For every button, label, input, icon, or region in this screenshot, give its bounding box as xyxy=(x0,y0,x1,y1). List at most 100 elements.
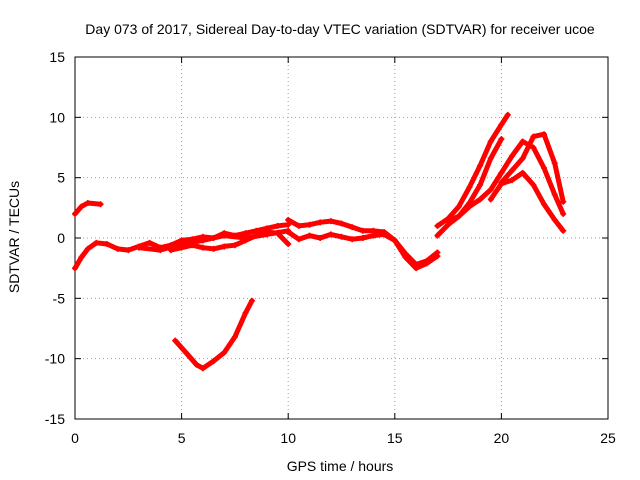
x-tick-label: 0 xyxy=(71,430,79,446)
data-point xyxy=(72,265,78,272)
data-point xyxy=(434,222,441,229)
data-point xyxy=(551,216,558,223)
data-point xyxy=(541,131,548,138)
data-point xyxy=(455,203,462,210)
data-point xyxy=(178,241,185,248)
data-point xyxy=(498,136,505,143)
data-point xyxy=(423,260,430,267)
y-tick-label: 10 xyxy=(49,109,65,125)
data-point xyxy=(231,242,238,249)
data-point xyxy=(434,253,441,260)
data-point xyxy=(370,232,377,239)
data-point xyxy=(84,245,91,252)
series-arc-g xyxy=(285,228,441,272)
data-point xyxy=(135,244,142,251)
data-point xyxy=(248,297,255,304)
data-point xyxy=(327,218,334,225)
data-point xyxy=(199,365,206,372)
data-point xyxy=(560,198,567,205)
y-tick-label: 0 xyxy=(57,230,65,246)
data-point xyxy=(317,235,324,241)
data-point xyxy=(338,220,345,227)
data-point xyxy=(193,361,200,368)
data-point xyxy=(285,216,292,223)
series-line xyxy=(72,200,104,217)
data-point xyxy=(498,180,505,187)
series-line xyxy=(136,228,291,253)
data-point xyxy=(125,247,132,254)
data-point xyxy=(498,169,505,176)
data-point xyxy=(210,245,217,252)
data-point xyxy=(114,245,121,252)
data-point xyxy=(498,121,505,128)
data-point xyxy=(560,210,567,217)
chart-title: Day 073 of 2017, Sidereal Day-to-day VTE… xyxy=(85,21,595,37)
data-point xyxy=(477,181,484,188)
data-point xyxy=(242,235,249,241)
data-point xyxy=(391,237,398,244)
y-tick-label: 5 xyxy=(57,170,65,186)
data-point xyxy=(487,155,494,162)
x-tick-label: 20 xyxy=(494,430,510,446)
data-point xyxy=(306,221,313,228)
data-point xyxy=(359,227,366,234)
data-point xyxy=(97,201,104,208)
series-line xyxy=(445,139,566,224)
data-point xyxy=(530,144,537,151)
data-point xyxy=(78,203,85,210)
data-point xyxy=(78,254,85,261)
series-arc-e xyxy=(172,297,255,372)
grid xyxy=(75,57,608,419)
data-point xyxy=(274,222,281,229)
series-arc-j xyxy=(445,138,567,225)
series-group xyxy=(72,111,567,372)
data-point xyxy=(445,218,452,225)
series-arc-l xyxy=(487,169,567,234)
data-point xyxy=(455,213,462,220)
data-point xyxy=(509,167,516,174)
series-arc-k xyxy=(498,131,567,205)
data-point xyxy=(402,254,409,261)
x-axis-label: GPS time / hours xyxy=(287,458,394,474)
data-point xyxy=(84,200,91,207)
y-tick-label: -5 xyxy=(53,290,66,306)
x-tick-label: 25 xyxy=(600,430,616,446)
data-point xyxy=(519,138,526,145)
data-point xyxy=(509,177,516,184)
data-point xyxy=(519,169,526,176)
data-point xyxy=(285,241,292,248)
data-point xyxy=(560,227,567,234)
ticks: 0 5 10 15 20 25 -15 -10 -5 0 5 10 15 xyxy=(45,49,616,446)
data-point xyxy=(172,337,179,344)
data-point xyxy=(327,231,334,238)
data-point xyxy=(504,111,511,118)
data-point xyxy=(413,265,420,272)
y-tick-label: -10 xyxy=(45,351,65,367)
y-axis-label: SDTVAR / TECUs xyxy=(6,181,22,293)
x-tick-label: 5 xyxy=(178,430,186,446)
data-point xyxy=(295,236,302,243)
data-point xyxy=(242,309,249,316)
data-point xyxy=(509,152,516,159)
data-point xyxy=(381,231,388,238)
data-point xyxy=(285,228,292,235)
data-point xyxy=(146,239,153,246)
series-arc-f xyxy=(285,216,441,268)
data-point xyxy=(434,232,441,239)
data-point xyxy=(530,133,537,140)
data-point xyxy=(93,239,100,246)
data-point xyxy=(551,191,558,198)
y-tick-label: 15 xyxy=(49,49,65,65)
data-point xyxy=(477,196,484,203)
data-point xyxy=(349,236,356,243)
data-point xyxy=(306,232,313,239)
series-line xyxy=(72,222,291,271)
data-point xyxy=(103,241,110,248)
data-point xyxy=(157,247,164,254)
data-point xyxy=(349,224,356,231)
series-line xyxy=(434,112,511,229)
data-point xyxy=(466,184,473,191)
data-point xyxy=(487,186,494,193)
data-point xyxy=(359,235,366,241)
